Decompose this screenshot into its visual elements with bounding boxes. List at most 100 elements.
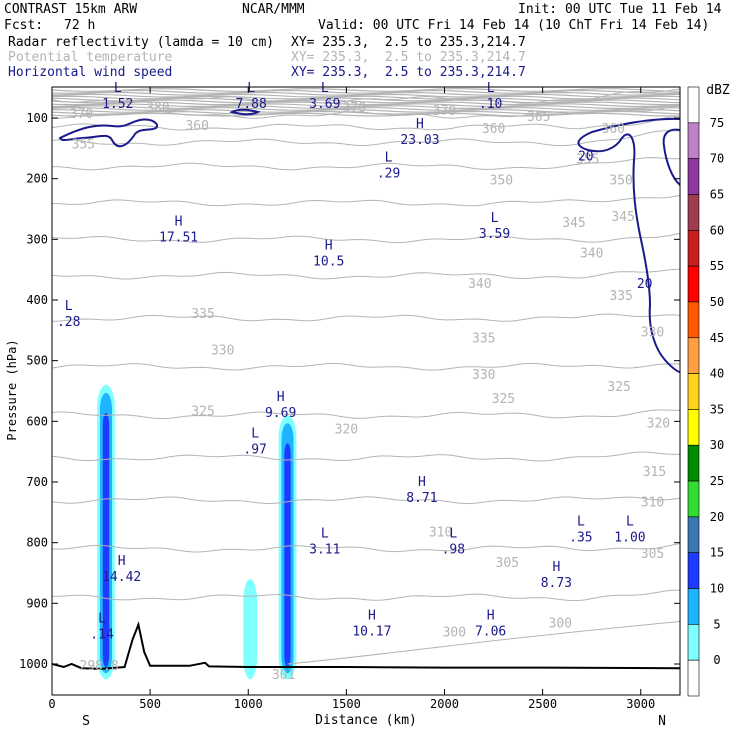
valid-time: Valid: 00 UTC Fri 14 Feb 14 (10 ChT Fri … xyxy=(318,18,710,33)
extremum-H: H xyxy=(277,390,285,405)
theta-label: 380 xyxy=(146,101,169,116)
theta-label: 301 xyxy=(272,668,295,683)
theta-contour-350 xyxy=(52,157,680,171)
wind-contour-jet-mid xyxy=(229,108,261,116)
theta-label: 340 xyxy=(468,277,491,292)
extremum-value: .28 xyxy=(57,315,80,330)
theta-contour-upper-band xyxy=(52,89,680,94)
x-tick-label: 1500 xyxy=(332,697,361,711)
org-name: NCAR/MMM xyxy=(242,2,305,17)
field-name-wind: Horizontal wind speed xyxy=(8,65,173,80)
theta-label: 305 xyxy=(496,556,519,571)
theta-contour-upper-band xyxy=(52,107,680,111)
field-name-reflectivity: Radar reflectivity (lamda = 10 cm) xyxy=(8,35,275,50)
x-left-end-label: S xyxy=(82,714,90,729)
theta-label: 360 xyxy=(602,122,625,137)
colorbar-label: 45 xyxy=(710,331,724,345)
theta-contour-upper-band xyxy=(52,105,680,110)
colorbar-swatch xyxy=(687,516,700,554)
colorbar-label: 55 xyxy=(710,259,724,273)
theta-label: 370 xyxy=(70,107,93,122)
axes-layer: 100 200 300 400 500 600 700 800 900 1000 0 500 1000 1… xyxy=(19,87,680,711)
extremum-value: .97 xyxy=(243,443,266,458)
extremum-L: L xyxy=(247,81,255,96)
colorbar-label: 60 xyxy=(710,223,724,237)
theta-contour-upper-band xyxy=(52,93,680,98)
extremum-L: L xyxy=(577,515,585,530)
extremum-L: L xyxy=(385,151,393,166)
wind-contour-layer xyxy=(58,108,680,373)
colorbar-label: 5 xyxy=(713,617,720,631)
y-tick-label: 700 xyxy=(26,475,48,489)
theta-label: 335 xyxy=(609,289,632,304)
y-tick-label: 800 xyxy=(26,536,48,550)
wind-contour-jet-east-inner xyxy=(662,128,680,186)
colorbar-label: 65 xyxy=(710,187,724,201)
extremum-value: 3.11 xyxy=(309,543,340,558)
colorbar-label: 25 xyxy=(710,474,724,488)
extremum-L: L xyxy=(449,527,457,542)
extremum-value: .10 xyxy=(479,97,502,112)
field-xy-reflectivity: XY= 235.3, 2.5 to 235.3,214.7 xyxy=(291,35,526,50)
extremum-L: L xyxy=(321,527,329,542)
extremum-L: L xyxy=(487,81,495,96)
theta-label: 320 xyxy=(335,422,358,437)
field-xy-theta: XY= 235.3, 2.5 to 235.3,214.7 xyxy=(291,50,526,65)
theta-label: 330 xyxy=(472,368,495,383)
extremum-value: .14 xyxy=(90,628,114,643)
theta-label: 325 xyxy=(607,380,630,395)
reflectivity-cell-0-core xyxy=(102,412,110,668)
colorbar-swatch xyxy=(687,588,700,625)
reflectivity-cell-2-core xyxy=(284,443,291,668)
theta-contour-upper-band xyxy=(52,112,680,117)
fcst-label: Fcst: xyxy=(4,18,44,33)
theta-contour-upper-band xyxy=(52,95,680,100)
colorbar-swatch xyxy=(687,552,700,589)
theta-contour-345 xyxy=(52,194,680,207)
colorbar-label: 10 xyxy=(710,582,724,596)
theta-label: 320 xyxy=(647,416,670,431)
extremum-H: H xyxy=(325,239,333,254)
extremum-value: 10.17 xyxy=(352,625,391,640)
extremum-value: 7.06 xyxy=(475,625,506,640)
extremum-L: L xyxy=(65,299,73,314)
colorbar-swatch xyxy=(687,337,700,374)
theta-label: 315 xyxy=(643,465,666,480)
theta-contour-layer xyxy=(52,88,680,665)
extremum-value: 7.88 xyxy=(236,97,267,112)
theta-contour-upper-band xyxy=(52,110,680,115)
extremum-L: L xyxy=(98,612,106,627)
extremum-value: .35 xyxy=(569,531,592,546)
theta-label: 370 xyxy=(342,101,365,116)
theta-contour-upper-band xyxy=(52,101,680,106)
y-tick-label: 1000 xyxy=(19,657,48,671)
theta-label: 345 xyxy=(562,216,585,231)
wind-contour-label: 20 xyxy=(637,277,653,292)
extremum-L: L xyxy=(626,515,634,530)
wind-contour-jet-east xyxy=(577,117,680,373)
extremum-value: 3.69 xyxy=(309,97,340,112)
theta-contour-335 xyxy=(52,268,680,280)
theta-label: 325 xyxy=(191,404,214,419)
extremum-H: H xyxy=(418,475,426,490)
theta-label: 350 xyxy=(609,174,632,189)
extremum-value: 14.42 xyxy=(102,570,141,585)
colorbar-swatch xyxy=(687,158,700,195)
colorbar-swatch xyxy=(687,659,700,697)
theta-label: 365 xyxy=(527,110,550,125)
extremum-H: H xyxy=(416,117,424,132)
extremum-H: H xyxy=(175,214,183,229)
colorbar-swatch xyxy=(687,409,700,446)
annotation-layer: 370 380 370 370 365 360 360 360 355 355 350 350 345 3… xyxy=(57,81,670,683)
y-tick-label: 900 xyxy=(26,596,48,610)
x-tick-label: 500 xyxy=(139,697,161,711)
colorbar-label: 15 xyxy=(710,546,724,560)
theta-label: 350 xyxy=(490,174,513,189)
extremum-value: 23.03 xyxy=(400,133,439,148)
extremum-H: H xyxy=(118,554,126,569)
colorbar-swatch xyxy=(687,122,700,159)
colorbar-label: 20 xyxy=(710,510,724,524)
theta-label: 330 xyxy=(641,325,664,340)
theta-label: 370 xyxy=(433,104,456,119)
theta-label: 310 xyxy=(429,526,452,541)
